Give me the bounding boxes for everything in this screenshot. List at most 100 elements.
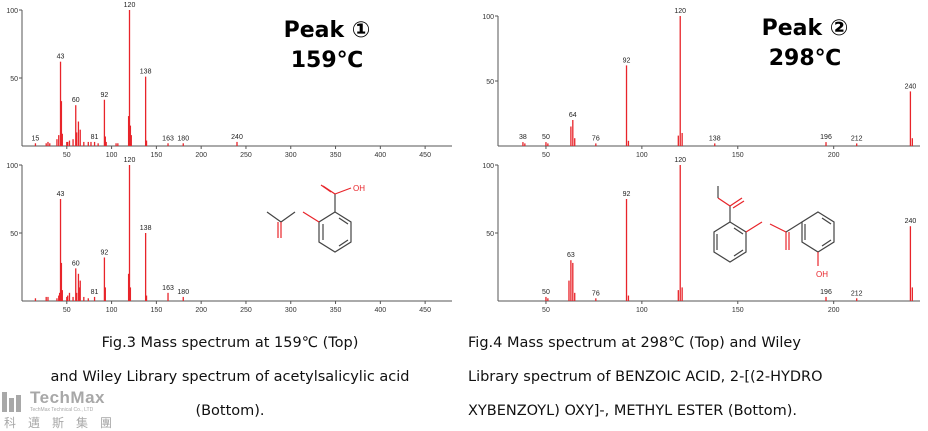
peak-label: 38 [519,134,527,141]
peak-label: 64 [569,112,577,119]
peak-label: 92 [101,92,109,99]
y-tick-label: 50 [10,76,18,83]
x-tick-label: 300 [285,307,297,314]
y-tick-label: 100 [6,8,18,15]
peak-2-temp: 298℃ [768,46,842,71]
peak-1-title: Peak ① 159℃ [262,16,392,76]
caption-line: Fig.4 Mass spectrum at 298℃ (Top) and Wi… [468,335,801,351]
x-tick-label: 100 [106,152,118,159]
peak-label: 60 [72,260,80,267]
caption-line: Fig.3 Mass spectrum at 159℃ (Top) [101,335,359,351]
spectrum-top-left: 50 100 50 100 150 200 250 300 350 400 450 15 43 60 81 9… [6,2,452,159]
peak-label: 163 [162,135,174,142]
peak-label: 60 [72,97,80,104]
peak-label: 120 [124,157,136,164]
peak-label: 196 [820,134,832,141]
x-tick-label: 200 [195,307,207,314]
x-tick-label: 450 [419,307,431,314]
peak-2-title: Peak ② 298℃ [740,14,870,74]
x-tick-label: 400 [374,152,386,159]
methyl-ester-structure: OH [713,186,835,279]
y-tick-label: 50 [10,231,18,238]
x-tick-label: 100 [106,307,118,314]
x-tick-label: 50 [542,307,550,314]
peak-label: 212 [851,135,863,142]
peak-label: 92 [623,57,631,64]
oh-label: OH [353,184,365,193]
figure-4-caption: Fig.4 Mass spectrum at 298℃ (Top) and Wi… [468,326,928,428]
x-tick-label: 300 [285,152,297,159]
peak-label: 63 [567,252,575,259]
logo-name: TechMax [30,388,105,407]
peak-label: 180 [177,135,189,142]
peak-label: 196 [820,289,832,296]
peak-label: 50 [542,134,550,141]
peak-label: 240 [231,134,243,141]
x-tick-label: 450 [419,152,431,159]
peak-label: 138 [140,69,152,76]
peak-label: 120 [674,8,686,15]
caption-line: and Wiley Library spectrum of acetylsali… [50,369,410,385]
x-tick-label: 150 [732,152,744,159]
peak-1-temp: 159℃ [290,48,364,73]
peak-label: 76 [592,135,600,142]
peak-label: 120 [124,2,136,9]
peak-label: 76 [592,290,600,297]
peak-label: 43 [57,191,65,198]
benzene-ring-left [713,221,747,263]
peak-label: 212 [851,290,863,297]
spectrum-bottom-left: 50 100 50 100 150 200 250 300 350 400 450 43 60 81 92 1… [6,157,452,314]
peak-label: 81 [91,134,99,141]
peak-label: 138 [709,135,721,142]
x-tick-label: 150 [732,307,744,314]
spectrum-top-right: 50 100 50 100 150 200 38 50 64 76 92 120 138 196 212 24… [482,8,920,159]
x-tick-label: 100 [636,307,648,314]
techmax-logo: TechMax TechMax Technical Co., LTD 科邁斯集團 [2,388,162,430]
x-tick-label: 200 [828,307,840,314]
y-tick-label: 100 [482,14,494,21]
peak-1-label: Peak ① [283,18,371,43]
peak-label: 81 [91,289,99,296]
peak-label: 240 [905,83,917,90]
peak-label: 50 [542,289,550,296]
x-tick-label: 200 [828,152,840,159]
caption-line: Library spectrum of BENZOIC ACID, 2-[(2-… [468,369,823,385]
spectrum-bottom-right: 50 100 50 100 150 200 50 63 76 92 120 196 212 240 [482,157,920,314]
y-tick-label: 50 [486,231,494,238]
caption-line: XYBENZOYL) OXY]-, METHYL ESTER (Bottom). [468,403,798,419]
peak-label: 180 [177,289,189,296]
figure-3-caption: Fig.3 Mass spectrum at 159℃ (Top) and Wi… [0,326,460,428]
acetylsalicylic-acid-structure: OH [266,184,365,253]
x-tick-label: 100 [636,152,648,159]
peak-label: 163 [162,285,174,292]
x-tick-label: 350 [330,307,342,314]
peak-2-label: Peak ② [761,16,849,41]
x-tick-label: 250 [240,307,252,314]
x-tick-label: 350 [330,152,342,159]
logo-sub: TechMax Technical Co., LTD [30,407,94,413]
peak-label: 92 [623,191,631,198]
logo-mark-icon [2,392,26,412]
x-tick-label: 400 [374,307,386,314]
logo-chinese: 科邁斯集團 [4,416,125,430]
peak-label: 120 [674,157,686,164]
x-tick-label: 150 [151,307,163,314]
x-tick-label: 250 [240,152,252,159]
caption-line: (Bottom). [195,403,265,419]
x-tick-label: 50 [63,152,71,159]
benzene-ring [318,211,352,253]
y-tick-label: 50 [486,79,494,86]
benzene-ring-right [801,211,835,253]
peak-label: 92 [101,249,109,256]
y-tick-label: 100 [6,163,18,170]
x-tick-label: 50 [63,307,71,314]
x-tick-label: 200 [195,152,207,159]
x-tick-label: 50 [542,152,550,159]
peak-label: 15 [32,135,40,142]
oh-label: OH [816,270,828,279]
peak-label: 138 [140,225,152,232]
y-tick-label: 100 [482,163,494,170]
peak-label: 43 [57,54,65,61]
x-tick-label: 150 [151,152,163,159]
peak-label: 240 [905,218,917,225]
